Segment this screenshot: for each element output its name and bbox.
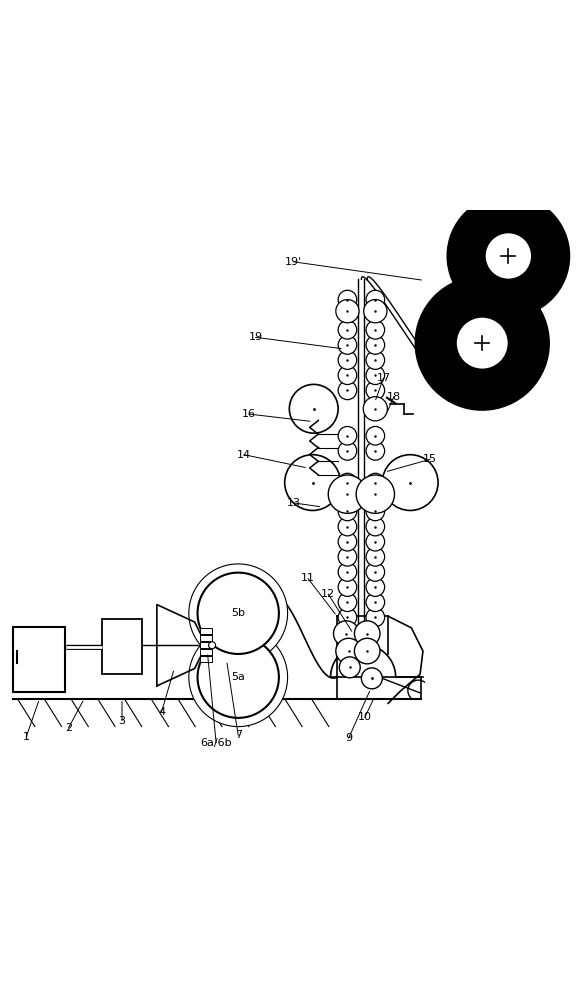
Circle shape (427, 288, 537, 398)
Circle shape (366, 426, 385, 445)
Circle shape (356, 475, 394, 513)
Circle shape (209, 642, 216, 649)
Circle shape (189, 628, 288, 727)
Circle shape (366, 351, 385, 369)
Circle shape (366, 381, 385, 400)
Circle shape (338, 426, 357, 445)
Circle shape (338, 290, 357, 309)
Circle shape (338, 532, 357, 551)
Circle shape (366, 608, 385, 627)
Text: 17: 17 (376, 373, 390, 383)
Circle shape (366, 548, 385, 566)
Circle shape (382, 455, 438, 510)
Text: 6a/6b: 6a/6b (200, 738, 232, 748)
Circle shape (338, 442, 357, 460)
Text: 12: 12 (321, 589, 335, 599)
Circle shape (338, 578, 357, 596)
Circle shape (366, 532, 385, 551)
Text: 10: 10 (358, 712, 372, 722)
Circle shape (338, 351, 357, 369)
Bar (13, 627, 65, 692)
Bar (200, 649, 212, 655)
Circle shape (338, 366, 357, 385)
Circle shape (289, 384, 338, 433)
Circle shape (366, 321, 385, 339)
Bar (200, 642, 212, 648)
Circle shape (338, 517, 357, 536)
Circle shape (328, 475, 367, 513)
Circle shape (285, 455, 340, 510)
Circle shape (354, 621, 380, 646)
Circle shape (366, 336, 385, 354)
Bar (200, 656, 212, 662)
Circle shape (485, 232, 532, 280)
Circle shape (354, 638, 380, 664)
Text: 14: 14 (237, 450, 251, 460)
Bar (200, 635, 212, 641)
Circle shape (366, 517, 385, 536)
Text: 19': 19' (285, 257, 302, 267)
Text: 11: 11 (301, 573, 315, 583)
Circle shape (333, 621, 359, 646)
Text: 9: 9 (345, 733, 352, 743)
Circle shape (338, 381, 357, 400)
Circle shape (338, 548, 357, 566)
Circle shape (198, 637, 279, 718)
Text: 5a: 5a (231, 672, 245, 682)
Circle shape (338, 502, 357, 521)
Text: 1: 1 (23, 732, 30, 742)
Circle shape (366, 563, 385, 581)
Circle shape (366, 578, 385, 596)
Text: 2: 2 (65, 723, 72, 733)
Circle shape (366, 366, 385, 385)
Circle shape (366, 290, 385, 309)
Text: 15: 15 (423, 454, 437, 464)
Circle shape (363, 397, 388, 421)
Text: 16: 16 (242, 409, 256, 419)
Bar (200, 628, 212, 634)
Circle shape (456, 317, 509, 370)
Circle shape (459, 207, 558, 305)
Text: 7: 7 (235, 730, 242, 740)
Circle shape (189, 564, 288, 663)
Circle shape (364, 300, 387, 323)
Circle shape (336, 300, 359, 323)
Circle shape (338, 563, 357, 581)
Circle shape (338, 608, 357, 627)
Circle shape (366, 442, 385, 460)
Text: 19: 19 (249, 332, 263, 342)
Circle shape (336, 638, 361, 664)
Circle shape (366, 473, 385, 492)
Circle shape (366, 593, 385, 612)
Circle shape (366, 502, 385, 521)
Circle shape (198, 573, 279, 654)
Bar (102, 619, 142, 674)
Circle shape (338, 336, 357, 354)
Circle shape (338, 321, 357, 339)
Circle shape (338, 473, 357, 492)
Circle shape (338, 593, 357, 612)
Text: 18: 18 (387, 392, 401, 402)
Text: 4: 4 (158, 707, 165, 717)
Text: 13: 13 (286, 498, 300, 508)
Text: 5b: 5b (231, 608, 245, 618)
Circle shape (361, 668, 382, 689)
Text: 3: 3 (119, 716, 125, 726)
Circle shape (339, 657, 360, 678)
